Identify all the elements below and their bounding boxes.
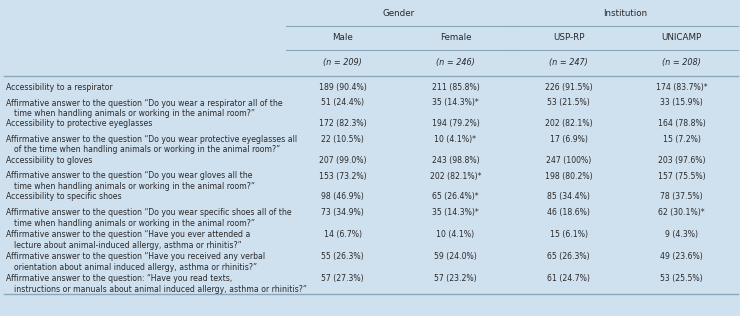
Text: 189 (90.4%): 189 (90.4%) (319, 83, 366, 92)
Text: 73 (34.9%): 73 (34.9%) (321, 208, 364, 217)
Text: Affirmative answer to the question “Have you received any verbal: Affirmative answer to the question “Have… (6, 252, 265, 261)
Text: 14 (6.7%): 14 (6.7%) (323, 230, 362, 239)
Text: 10 (4.1%): 10 (4.1%) (437, 230, 474, 239)
Text: 61 (24.7%): 61 (24.7%) (547, 274, 590, 283)
Text: 46 (18.6%): 46 (18.6%) (547, 208, 590, 217)
Text: 57 (23.2%): 57 (23.2%) (434, 274, 477, 283)
Text: 33 (15.9%): 33 (15.9%) (660, 99, 703, 107)
Text: Gender: Gender (383, 9, 415, 17)
Text: Affirmative answer to the question “Do you wear gloves all the: Affirmative answer to the question “Do y… (6, 172, 252, 180)
Text: Affirmative answer to the question “Do you wear specific shoes all of the: Affirmative answer to the question “Do y… (6, 208, 292, 217)
Text: 203 (97.6%): 203 (97.6%) (658, 156, 705, 165)
Text: (n = 247): (n = 247) (549, 58, 588, 68)
Text: Affirmative answer to the question “Do you wear a respirator all of the: Affirmative answer to the question “Do y… (6, 99, 283, 107)
Text: 59 (24.0%): 59 (24.0%) (434, 252, 477, 261)
Text: 35 (14.3%)*: 35 (14.3%)* (432, 99, 479, 107)
Text: Female: Female (440, 33, 471, 41)
Text: Accessibility to gloves: Accessibility to gloves (6, 156, 92, 165)
Text: 174 (83.7%)*: 174 (83.7%)* (656, 83, 707, 92)
Text: Affirmative answer to the question: “Have you read texts,: Affirmative answer to the question: “Hav… (6, 274, 232, 283)
Text: Affirmative answer to the question “Have you ever attended a: Affirmative answer to the question “Have… (6, 230, 250, 239)
Text: Institution: Institution (603, 9, 647, 17)
Text: 247 (100%): 247 (100%) (546, 156, 591, 165)
Text: 49 (23.6%): 49 (23.6%) (660, 252, 703, 261)
Text: instructions or manuals about animal induced allergy, asthma or rhinitis?”: instructions or manuals about animal ind… (14, 284, 307, 294)
Text: 15 (7.2%): 15 (7.2%) (662, 135, 701, 144)
Text: (n = 209): (n = 209) (323, 58, 362, 68)
Text: UNICAMP: UNICAMP (662, 33, 702, 41)
Text: 78 (37.5%): 78 (37.5%) (660, 192, 703, 201)
Text: of the time when handling animals or working in the animal room?”: of the time when handling animals or wor… (14, 145, 280, 155)
Text: USP-RP: USP-RP (553, 33, 585, 41)
Text: 211 (85.8%): 211 (85.8%) (431, 83, 480, 92)
Text: 198 (80.2%): 198 (80.2%) (545, 172, 592, 180)
Text: Accessibility to protective eyeglasses: Accessibility to protective eyeglasses (6, 119, 152, 128)
Text: 172 (82.3%): 172 (82.3%) (319, 119, 366, 128)
Text: 51 (24.4%): 51 (24.4%) (321, 99, 364, 107)
Text: 98 (46.9%): 98 (46.9%) (321, 192, 364, 201)
Text: 157 (75.5%): 157 (75.5%) (658, 172, 705, 180)
Text: Male: Male (332, 33, 353, 41)
Text: lecture about animal-induced allergy, asthma or rhinitis?”: lecture about animal-induced allergy, as… (14, 240, 242, 250)
Text: (n = 246): (n = 246) (436, 58, 475, 68)
Text: 22 (10.5%): 22 (10.5%) (321, 135, 364, 144)
Text: 15 (6.1%): 15 (6.1%) (550, 230, 588, 239)
Text: 57 (27.3%): 57 (27.3%) (321, 274, 364, 283)
Text: 17 (6.9%): 17 (6.9%) (550, 135, 588, 144)
Text: Accessibility to a respirator: Accessibility to a respirator (6, 83, 112, 92)
Text: time when handling animals or working in the animal room?”: time when handling animals or working in… (14, 109, 255, 118)
Text: 202 (82.1%): 202 (82.1%) (545, 119, 592, 128)
Text: (n = 208): (n = 208) (662, 58, 701, 68)
Text: 55 (26.3%): 55 (26.3%) (321, 252, 364, 261)
Text: 10 (4.1%)*: 10 (4.1%)* (434, 135, 477, 144)
Text: Accessibility to specific shoes: Accessibility to specific shoes (6, 192, 121, 201)
Text: 65 (26.3%): 65 (26.3%) (547, 252, 590, 261)
Text: 194 (79.2%): 194 (79.2%) (431, 119, 480, 128)
Text: 202 (82.1%)*: 202 (82.1%)* (430, 172, 481, 180)
Text: 85 (34.4%): 85 (34.4%) (547, 192, 590, 201)
Text: 53 (21.5%): 53 (21.5%) (547, 99, 590, 107)
Text: 153 (73.2%): 153 (73.2%) (319, 172, 366, 180)
Text: 53 (25.5%): 53 (25.5%) (660, 274, 703, 283)
Text: 164 (78.8%): 164 (78.8%) (658, 119, 705, 128)
Text: 207 (99.0%): 207 (99.0%) (319, 156, 366, 165)
Text: 65 (26.4%)*: 65 (26.4%)* (432, 192, 479, 201)
Text: time when handling animals or working in the animal room?”: time when handling animals or working in… (14, 218, 255, 228)
Text: 62 (30.1%)*: 62 (30.1%)* (658, 208, 704, 217)
Text: 35 (14.3%)*: 35 (14.3%)* (432, 208, 479, 217)
Text: Affirmative answer to the question “Do you wear protective eyeglasses all: Affirmative answer to the question “Do y… (6, 135, 297, 144)
Text: 243 (98.8%): 243 (98.8%) (431, 156, 480, 165)
Text: 9 (4.3%): 9 (4.3%) (665, 230, 698, 239)
Text: 226 (91.5%): 226 (91.5%) (545, 83, 592, 92)
Text: time when handling animals or working in the animal room?”: time when handling animals or working in… (14, 182, 255, 191)
Text: orientation about animal induced allergy, asthma or rhinitis?”: orientation about animal induced allergy… (14, 263, 257, 271)
